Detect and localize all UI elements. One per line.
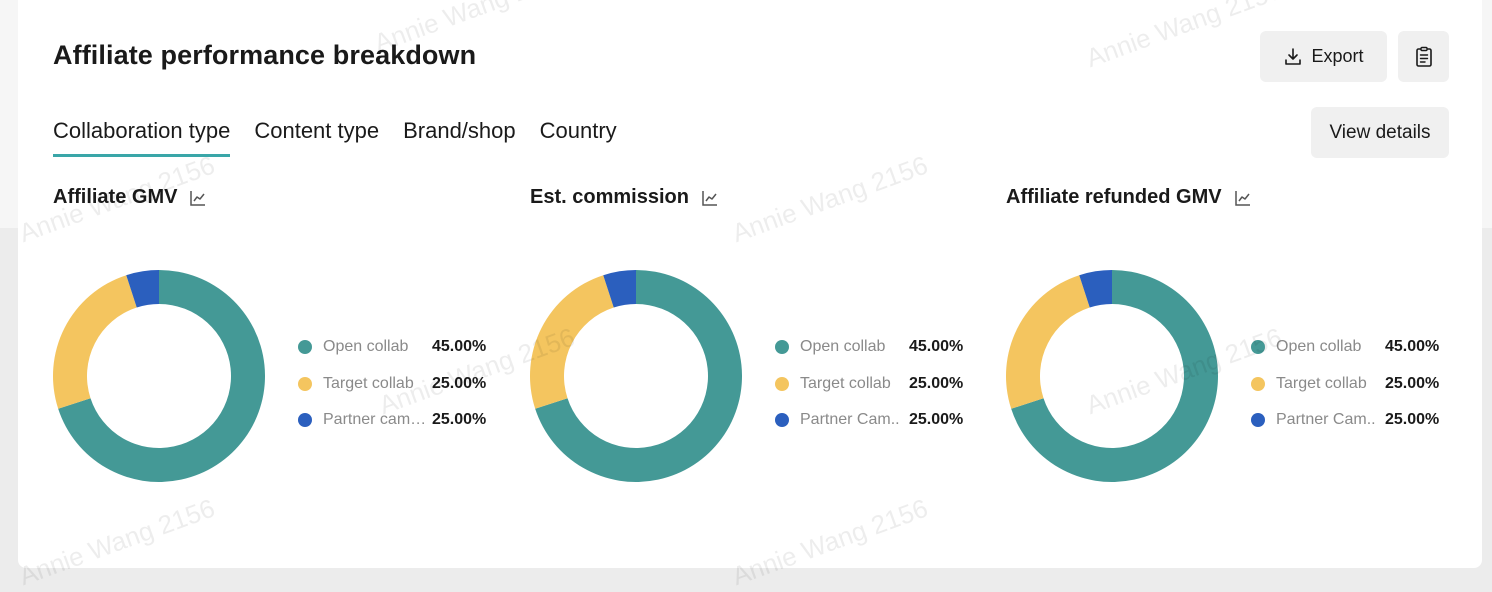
- donut-chart: [1006, 270, 1218, 482]
- donut-slice-open-collab[interactable]: [1011, 270, 1218, 482]
- donut-slice-open-collab[interactable]: [535, 270, 742, 482]
- export-label: Export: [1311, 46, 1364, 66]
- donut-chart: [53, 270, 265, 482]
- donut-slice-open-collab[interactable]: [58, 270, 265, 482]
- legend-value: 45.00%: [909, 338, 964, 356]
- chart-panel-est-commission: Est. commission Open collab 45.00% Target …: [530, 186, 1000, 516]
- legend-color-dot: [298, 413, 312, 428]
- tab-collaboration-type[interactable]: Collaboration type: [53, 118, 231, 157]
- legend-label: Target collab: [800, 374, 891, 392]
- chart-legend: Open collab 45.00% Target collab 25.00% Part…: [1251, 329, 1439, 439]
- legend-label: Open collab: [323, 338, 409, 356]
- legend-item-target-collab[interactable]: Target collab 25.00%: [1251, 366, 1439, 403]
- legend-value: 45.00%: [1385, 338, 1440, 356]
- donut-slice-target-collab[interactable]: [1006, 275, 1090, 409]
- tab-content-type[interactable]: Content type: [254, 118, 380, 143]
- legend-color-dot: [1251, 376, 1265, 391]
- legend-color-dot: [775, 413, 789, 428]
- legend-item-open-collab[interactable]: Open collab 45.00%: [775, 329, 963, 366]
- trend-chart-icon[interactable]: [1234, 189, 1252, 207]
- chart-title-text: Affiliate refunded GMV: [1006, 186, 1222, 208]
- report-button[interactable]: [1398, 31, 1449, 82]
- legend-item-partner-campaign[interactable]: Partner Cam.. 25.00%: [1251, 402, 1439, 439]
- breakdown-tabs: Collaboration type Content type Brand/sh…: [53, 118, 641, 157]
- legend-label: Target collab: [1276, 374, 1367, 392]
- legend-item-partner-campaign[interactable]: Partner campaign25.00%: [298, 402, 486, 439]
- donut-slice-target-collab[interactable]: [530, 275, 614, 409]
- donut-slice-partner-campaign[interactable]: [603, 270, 636, 308]
- legend-item-target-collab[interactable]: Target collab 25.00%: [775, 366, 963, 403]
- legend-color-dot: [1251, 413, 1265, 428]
- chart-legend: Open collab 45.00% Target collab 25.00% Part…: [298, 329, 486, 439]
- legend-value: 25.00%: [909, 411, 964, 429]
- chart-title: Affiliate GMV: [53, 186, 207, 209]
- legend-label: Partner campaign: [323, 411, 432, 429]
- chart-title-text: Affiliate GMV: [53, 186, 178, 208]
- chart-legend: Open collab 45.00% Target collab 25.00% Part…: [775, 329, 963, 439]
- page-title: Affiliate performance breakdown: [53, 40, 477, 70]
- legend-color-dot: [1251, 340, 1265, 355]
- legend-value: 25.00%: [1385, 411, 1440, 429]
- legend-item-partner-campaign[interactable]: Partner Cam.. 25.00%: [775, 402, 963, 439]
- legend-label: Partner Cam..: [1276, 411, 1376, 429]
- legend-label: Target collab: [323, 374, 414, 392]
- legend-label: Open collab: [800, 338, 886, 356]
- breakdown-card: Affiliate performance breakdown Export C…: [18, 0, 1482, 568]
- trend-chart-icon[interactable]: [701, 189, 719, 207]
- donut-slice-partner-campaign[interactable]: [126, 270, 159, 308]
- legend-label: Partner Cam..: [800, 411, 900, 429]
- chart-panel-affiliate-gmv: Affiliate GMV Open collab 45.00% Target co…: [53, 186, 523, 516]
- view-details-button[interactable]: View details: [1311, 107, 1449, 158]
- download-icon: [1285, 47, 1302, 65]
- legend-color-dot: [775, 376, 789, 391]
- donut-slice-partner-campaign[interactable]: [1079, 270, 1112, 308]
- donut-chart: [530, 270, 742, 482]
- legend-value: 25.00%: [909, 374, 964, 392]
- legend-color-dot: [298, 340, 312, 355]
- chart-title: Est. commission: [530, 186, 719, 209]
- tab-brand-shop[interactable]: Brand/shop: [403, 118, 516, 143]
- legend-value: 25.00%: [1385, 374, 1440, 392]
- legend-label: Open collab: [1276, 338, 1362, 356]
- legend-value: 25.00%: [432, 374, 487, 392]
- clipboard-icon: [1415, 46, 1432, 67]
- legend-value: 25.00%: [432, 411, 487, 429]
- donut-slice-target-collab[interactable]: [53, 275, 137, 409]
- trend-chart-icon[interactable]: [189, 189, 207, 207]
- legend-item-open-collab[interactable]: Open collab 45.00%: [1251, 329, 1439, 366]
- tab-country[interactable]: Country: [539, 118, 617, 143]
- legend-color-dot: [298, 376, 312, 391]
- chart-panel-affiliate-refunded-gmv: Affiliate refunded GMV Open collab 45.00%…: [1006, 186, 1476, 516]
- legend-item-target-collab[interactable]: Target collab 25.00%: [298, 366, 486, 403]
- chart-title-text: Est. commission: [530, 186, 689, 208]
- legend-color-dot: [775, 340, 789, 355]
- legend-item-open-collab[interactable]: Open collab 45.00%: [298, 329, 486, 366]
- legend-value: 45.00%: [432, 338, 487, 356]
- chart-title: Affiliate refunded GMV: [1006, 186, 1252, 209]
- export-button[interactable]: Export: [1260, 31, 1387, 82]
